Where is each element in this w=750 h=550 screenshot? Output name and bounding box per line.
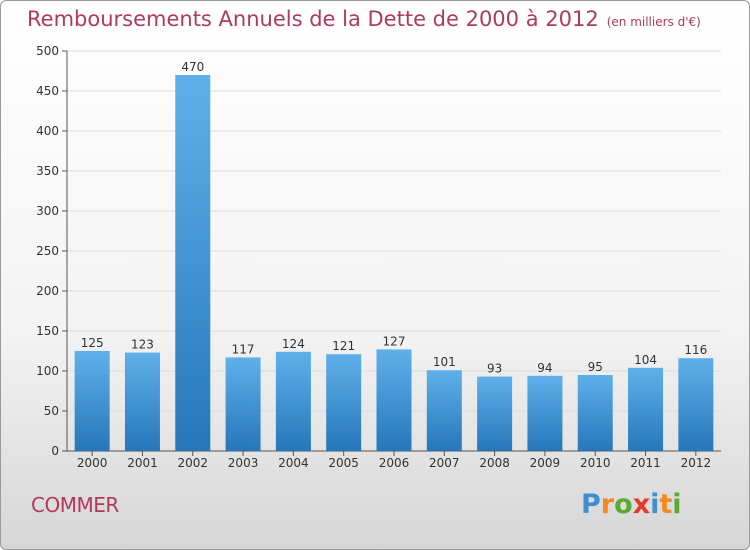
y-tick-label: 50 [44,404,59,418]
data-label: 470 [181,60,204,74]
data-label: 101 [433,355,456,369]
bar [527,375,563,451]
bars [74,75,714,451]
data-label: 93 [487,362,502,376]
y-tick-label: 200 [36,284,59,298]
data-label: 124 [282,337,305,351]
bar [678,358,714,451]
data-label: 117 [232,342,255,356]
y-tick-label: 0 [51,444,59,458]
bar [577,375,613,451]
x-tick-label: 2008 [479,456,510,470]
y-tick-label: 100 [36,364,59,378]
chart-title: Remboursements Annuels de la Dette de 20… [27,7,599,31]
chart-unit: (en milliers d'€) [606,15,701,29]
data-label: 121 [332,339,355,353]
logo-letter: i [650,489,660,520]
y-tick-label: 250 [36,244,59,258]
y-tick-label: 300 [36,204,59,218]
logo-letter: t [659,489,673,520]
bar [74,351,110,451]
bar [477,376,513,451]
logo-letter: o [614,489,633,520]
y-tick-label: 450 [36,84,59,98]
x-tick-label: 2004 [278,456,309,470]
bar [175,75,211,451]
logo-letter: P [581,489,601,520]
x-tick-label: 2003 [228,456,259,470]
bar [326,354,362,451]
commune-name: COMMER [31,493,119,517]
data-label: 123 [131,338,154,352]
bar [124,352,160,451]
x-tick-label: 2010 [580,456,611,470]
x-tick-label: 2002 [177,456,208,470]
data-label: 94 [537,361,552,375]
bar [376,349,412,451]
data-labels: 125 123 470 117 124 121 127 101 93 94 95 104 116 [81,60,708,376]
y-tick-label: 400 [36,124,59,138]
bar [275,351,311,451]
x-tick-label: 2009 [530,456,561,470]
data-label: 127 [383,334,406,348]
logo-letter: r [600,489,615,520]
data-label: 104 [634,353,657,367]
x-tick-label: 2006 [379,456,410,470]
bar [225,357,261,451]
data-label: 125 [81,336,104,350]
y-tick-label: 350 [36,164,59,178]
x-tick-label: 2005 [328,456,359,470]
x-tick-label: 2012 [681,456,712,470]
data-label: 116 [684,343,707,357]
y-tick-label: 150 [36,324,59,338]
x-tick-label: 2011 [630,456,661,470]
x-tick-label: 2001 [127,456,158,470]
data-label: 95 [588,360,603,374]
x-tick-label: 2007 [429,456,460,470]
axes: 0 50 100 150 200 250 300 350 400 450 500 2000 2001 20… [36,44,721,470]
logo-letter: i [672,489,682,520]
bar [628,367,664,451]
chart-title-block: Remboursements Annuels de la Dette de 20… [27,7,701,31]
y-tick-label: 500 [36,44,59,58]
bar [426,370,462,451]
logo-letter: x [632,489,651,520]
proxiti-logo: Proxiti [581,489,682,520]
x-tick-label: 2000 [77,456,108,470]
